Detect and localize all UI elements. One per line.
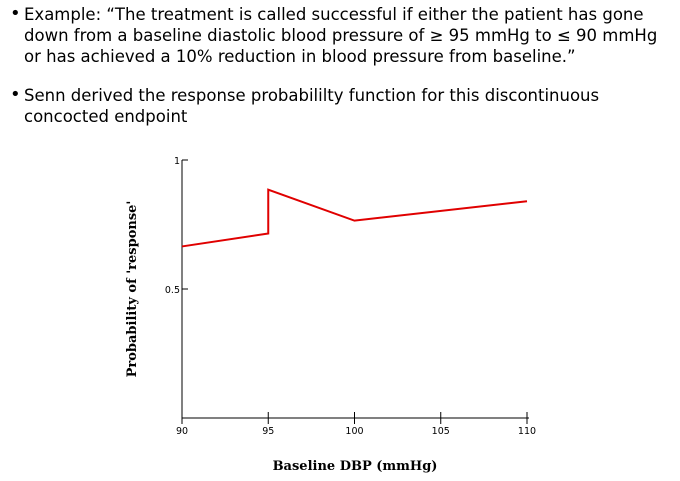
- bullet-text: Senn derived the response probabililty f…: [24, 86, 600, 126]
- bullet-icon: •: [10, 84, 21, 105]
- y-axis-title: Probability of 'response': [125, 201, 140, 378]
- bullet-list: • Example: “The treatment is called succ…: [10, 4, 678, 127]
- response-probability-line: [181, 188, 528, 248]
- bullet-icon: •: [10, 3, 21, 24]
- y-tick-label: 0.5: [165, 285, 180, 296]
- x-axis-title: Baseline DBP (mmHg): [273, 459, 438, 474]
- bullet-item-senn: • Senn derived the response probabililty…: [10, 85, 678, 127]
- bullet-item-example: • Example: “The treatment is called succ…: [10, 4, 678, 67]
- x-tick-label: 90: [176, 426, 188, 437]
- x-tick-label: 110: [518, 426, 536, 437]
- x-tick-label: 105: [432, 426, 450, 437]
- bullet-text: Example: “The treatment is called succes…: [24, 5, 658, 66]
- y-tick-label: 1: [174, 156, 180, 167]
- x-tick-label: 100: [345, 426, 363, 437]
- x-tick-label: 95: [262, 426, 274, 437]
